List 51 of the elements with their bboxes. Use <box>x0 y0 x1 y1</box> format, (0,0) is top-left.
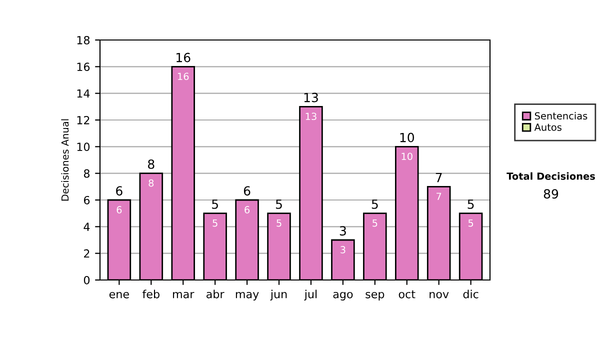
data-label: 6 <box>244 206 250 214</box>
data-label: 5 <box>212 220 218 227</box>
total-label: 8 <box>148 159 154 169</box>
x-tick-label: sep <box>366 292 384 300</box>
legend-label: Autos <box>534 124 562 131</box>
total-label: 7 <box>436 172 442 182</box>
data-label: 5 <box>276 220 282 227</box>
text: 89 <box>544 189 558 199</box>
x-tick-label: jun <box>270 290 287 300</box>
total-label: 5 <box>212 200 218 209</box>
total-label: 10 <box>400 132 414 142</box>
total-label: 5 <box>276 200 282 209</box>
total-label: 3 <box>340 226 346 236</box>
y-tick-label: 8 <box>84 169 90 178</box>
x-tick-label: may <box>236 292 259 300</box>
y-tick-label: 16 <box>77 62 90 72</box>
x-tick-label: oct <box>398 290 416 298</box>
total-label: 6 <box>244 186 250 196</box>
total-label: 6 <box>116 186 122 196</box>
x-tick-label: ene <box>109 292 129 298</box>
x-tick-label: mar <box>173 292 194 298</box>
y-axis-title: Decisiones Anual <box>61 119 69 201</box>
data-label: 16 <box>178 72 189 80</box>
y-tick-label: 2 <box>84 249 90 258</box>
x-tick-label: nov <box>430 292 449 298</box>
legend-label: Sentencias <box>534 112 588 120</box>
data-label: 13 <box>306 112 316 120</box>
data-label: 5 <box>372 220 378 227</box>
total-label: 5 <box>372 200 378 209</box>
total-label: 16 <box>176 52 190 62</box>
x-tick-label: jul <box>304 290 317 300</box>
data-label: 3 <box>340 246 346 254</box>
y-tick-label: 12 <box>77 116 90 124</box>
x-tick-label: ago <box>333 292 353 300</box>
x-tick-label: feb <box>142 290 160 298</box>
data-label: 5 <box>468 220 474 227</box>
y-tick-label: 6 <box>84 196 90 204</box>
x-tick-label: dic <box>463 290 478 298</box>
y-tick-label: 4 <box>84 222 90 231</box>
y-tick-label: 0 <box>84 276 90 284</box>
total-label: 13 <box>304 92 318 102</box>
y-tick-label: 10 <box>77 142 90 152</box>
total-label: 5 <box>468 200 474 209</box>
data-label: 7 <box>436 192 442 200</box>
data-label: 8 <box>148 179 154 187</box>
y-tick-label: 14 <box>77 89 90 98</box>
data-label: 10 <box>402 152 412 160</box>
y-tick-label: 18 <box>77 36 90 44</box>
data-label: 6 <box>116 206 122 214</box>
text: Total Decisiones <box>506 172 595 180</box>
x-tick-label: abr <box>206 290 224 298</box>
